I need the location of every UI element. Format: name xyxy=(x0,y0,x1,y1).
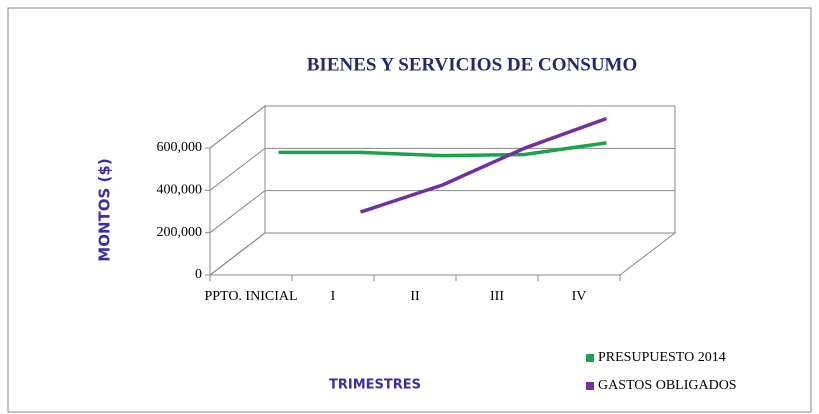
legend-swatch xyxy=(586,354,594,362)
grid-line xyxy=(209,147,675,191)
x-tick-label: I xyxy=(331,289,336,304)
grid-line xyxy=(209,190,675,234)
x-tick-label: II xyxy=(410,289,420,304)
y-axis-title: MONTOS ($) xyxy=(96,158,114,261)
x-tick-label: IV xyxy=(572,289,587,304)
legend-label: GASTOS OBLIGADOS xyxy=(598,378,737,393)
chart-title: BIENES Y SERVICIOS DE CONSUMO xyxy=(307,54,638,75)
series-line xyxy=(278,141,607,158)
x-tick-label: III xyxy=(490,289,504,304)
y-tick-label: 200,000 xyxy=(157,225,203,240)
y-tick-label: 600,000 xyxy=(157,140,203,155)
legend-swatch xyxy=(586,382,594,390)
grid-line xyxy=(209,232,675,276)
x-axis-title: TRIMESTRES xyxy=(329,378,421,393)
y-tick-label: 0 xyxy=(195,267,202,282)
chart-border xyxy=(7,7,812,413)
grid-line xyxy=(209,105,675,149)
y-tick-label: 400,000 xyxy=(157,183,203,198)
x-tick-label: PPTO. INICIAL xyxy=(204,289,297,304)
series-line xyxy=(359,116,608,214)
legend-label: PRESUPUESTO 2014 xyxy=(598,350,726,365)
